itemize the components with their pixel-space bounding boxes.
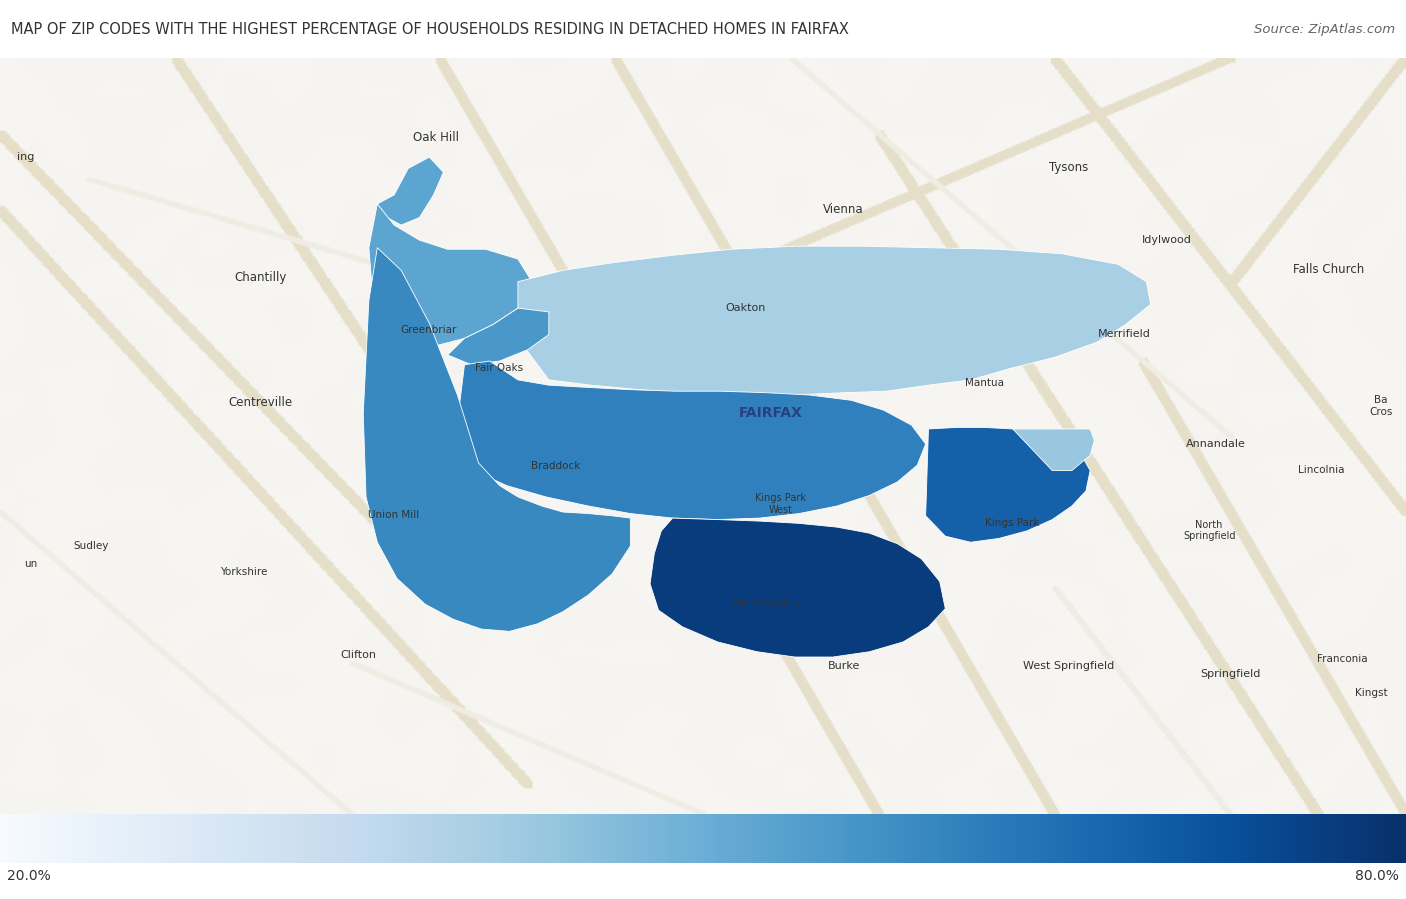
Text: Centreville: Centreville xyxy=(228,396,292,408)
Text: Idylwood: Idylwood xyxy=(1142,235,1192,245)
Text: North
Springfield: North Springfield xyxy=(1182,520,1236,541)
Text: Source: ZipAtlas.com: Source: ZipAtlas.com xyxy=(1254,22,1395,36)
Text: 80.0%: 80.0% xyxy=(1355,868,1399,883)
Text: Kings Park: Kings Park xyxy=(986,518,1039,528)
Text: West Springfield: West Springfield xyxy=(1024,662,1114,672)
Text: Chantilly: Chantilly xyxy=(233,271,287,284)
Text: Ba
Cros: Ba Cros xyxy=(1369,395,1392,416)
Text: un: un xyxy=(24,559,38,569)
Text: Franconia: Franconia xyxy=(1317,654,1368,663)
Text: Oak Hill: Oak Hill xyxy=(413,131,458,144)
Text: Greenbriar: Greenbriar xyxy=(401,325,457,335)
Text: Clifton: Clifton xyxy=(340,650,377,660)
Text: Annandale: Annandale xyxy=(1187,439,1246,449)
Text: 20.0%: 20.0% xyxy=(7,868,51,883)
Text: Vienna: Vienna xyxy=(824,203,863,216)
Text: FAIRFAX: FAIRFAX xyxy=(738,406,803,421)
Text: Union Mill: Union Mill xyxy=(368,511,419,521)
Text: Springfield: Springfield xyxy=(1201,669,1260,679)
Text: Merrifield: Merrifield xyxy=(1098,329,1152,339)
Text: Oakton: Oakton xyxy=(725,303,765,313)
Text: Braddock: Braddock xyxy=(530,461,581,471)
Text: Kings Park
West: Kings Park West xyxy=(755,494,806,515)
Text: Mantua: Mantua xyxy=(965,378,1004,388)
Text: Burke Centre: Burke Centre xyxy=(733,597,800,607)
Text: Burke: Burke xyxy=(827,662,860,672)
Text: Sudley: Sudley xyxy=(73,540,110,550)
Text: ing: ing xyxy=(17,152,34,162)
Text: Kingst: Kingst xyxy=(1354,688,1388,698)
Text: Falls Church: Falls Church xyxy=(1294,263,1364,276)
Text: Tysons: Tysons xyxy=(1049,162,1088,174)
Text: Lincolnia: Lincolnia xyxy=(1298,465,1346,475)
Text: Yorkshire: Yorkshire xyxy=(219,567,267,577)
Text: MAP OF ZIP CODES WITH THE HIGHEST PERCENTAGE OF HOUSEHOLDS RESIDING IN DETACHED : MAP OF ZIP CODES WITH THE HIGHEST PERCEN… xyxy=(11,22,849,37)
Text: Fair Oaks: Fair Oaks xyxy=(475,363,523,373)
